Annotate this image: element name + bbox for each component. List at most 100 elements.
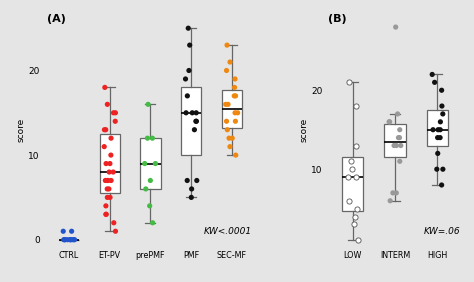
PathPatch shape bbox=[427, 110, 447, 146]
Point bbox=[223, 43, 231, 47]
Point bbox=[103, 187, 111, 191]
Point bbox=[225, 136, 233, 140]
Point bbox=[61, 237, 69, 242]
Point bbox=[429, 127, 437, 132]
Point bbox=[231, 111, 239, 115]
Point bbox=[109, 170, 117, 174]
Point bbox=[192, 111, 200, 115]
Point bbox=[353, 104, 360, 108]
Point bbox=[223, 119, 230, 124]
Point bbox=[345, 80, 352, 85]
Point bbox=[68, 237, 76, 242]
Point bbox=[436, 135, 444, 140]
Point bbox=[61, 237, 69, 242]
Point bbox=[392, 143, 400, 148]
Point bbox=[146, 204, 154, 208]
Point bbox=[103, 178, 111, 183]
Point bbox=[100, 127, 108, 132]
Point bbox=[396, 159, 403, 164]
Point bbox=[438, 104, 446, 108]
Point bbox=[103, 195, 111, 200]
Point bbox=[392, 25, 400, 29]
Point bbox=[397, 143, 405, 148]
Point bbox=[439, 112, 447, 116]
Point bbox=[109, 111, 117, 115]
Point bbox=[66, 237, 74, 242]
Point bbox=[107, 178, 115, 183]
Point bbox=[182, 77, 189, 81]
Point bbox=[102, 161, 110, 166]
Point bbox=[102, 204, 109, 208]
Y-axis label: score: score bbox=[300, 118, 309, 142]
Point bbox=[101, 85, 109, 90]
Point bbox=[188, 195, 195, 200]
Point bbox=[347, 159, 355, 164]
Point bbox=[394, 112, 401, 116]
Point bbox=[60, 237, 67, 242]
Point bbox=[107, 136, 115, 140]
Point bbox=[396, 135, 403, 140]
Point bbox=[102, 212, 110, 217]
Point bbox=[434, 151, 442, 156]
Point bbox=[396, 127, 403, 132]
Point bbox=[142, 187, 150, 191]
Point bbox=[431, 80, 438, 85]
Point bbox=[345, 175, 352, 179]
Point bbox=[105, 170, 113, 174]
Point bbox=[223, 68, 230, 73]
Point bbox=[437, 127, 444, 132]
Point bbox=[183, 178, 191, 183]
Text: (B): (B) bbox=[328, 14, 347, 24]
PathPatch shape bbox=[140, 138, 161, 189]
Point bbox=[386, 199, 394, 203]
Point bbox=[101, 178, 109, 183]
Point bbox=[149, 221, 156, 225]
Point bbox=[224, 127, 231, 132]
Point bbox=[433, 167, 441, 171]
Point bbox=[102, 212, 109, 217]
Point bbox=[385, 120, 393, 124]
Point bbox=[144, 136, 151, 140]
Point bbox=[438, 183, 446, 187]
Point bbox=[105, 187, 113, 191]
Point bbox=[64, 237, 72, 242]
PathPatch shape bbox=[384, 124, 406, 157]
PathPatch shape bbox=[181, 87, 201, 155]
Point bbox=[152, 161, 159, 166]
Point bbox=[386, 120, 393, 124]
PathPatch shape bbox=[342, 157, 364, 211]
Point bbox=[188, 187, 195, 191]
Point bbox=[70, 237, 77, 242]
Point bbox=[183, 94, 191, 98]
Point bbox=[146, 178, 154, 183]
Point bbox=[439, 167, 447, 171]
Point bbox=[354, 238, 362, 243]
Point bbox=[111, 119, 119, 124]
Point bbox=[232, 94, 239, 98]
Point bbox=[148, 136, 156, 140]
Text: KW<.0001: KW<.0001 bbox=[203, 227, 252, 236]
Point bbox=[68, 229, 75, 233]
Point bbox=[144, 102, 152, 107]
Point bbox=[184, 26, 192, 30]
Point bbox=[353, 206, 361, 211]
Point bbox=[107, 153, 115, 157]
Point bbox=[434, 127, 442, 132]
Point bbox=[232, 153, 239, 157]
PathPatch shape bbox=[221, 90, 242, 128]
Point bbox=[437, 120, 444, 124]
Point bbox=[390, 143, 398, 148]
Point bbox=[232, 119, 239, 124]
Point bbox=[112, 111, 119, 115]
Point bbox=[102, 127, 109, 132]
Point bbox=[71, 237, 78, 242]
Point bbox=[66, 237, 74, 242]
Point bbox=[106, 161, 114, 166]
Point bbox=[185, 68, 193, 73]
Point bbox=[106, 195, 114, 200]
Point bbox=[226, 144, 234, 149]
Point bbox=[222, 102, 229, 107]
Point bbox=[141, 161, 148, 166]
Point bbox=[59, 229, 67, 233]
PathPatch shape bbox=[100, 134, 120, 193]
